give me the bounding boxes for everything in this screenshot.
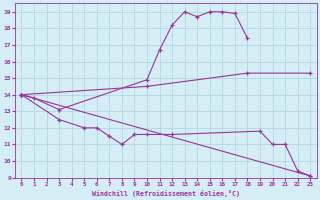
X-axis label: Windchill (Refroidissement éolien,°C): Windchill (Refroidissement éolien,°C) (92, 190, 240, 197)
